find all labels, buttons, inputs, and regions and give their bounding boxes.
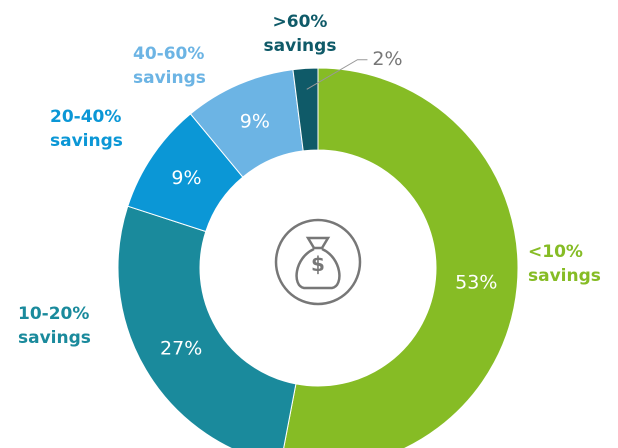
value-label: 9% [240,111,270,133]
value-label: 27% [160,337,202,359]
donut-segment [283,67,519,448]
value-label: 9% [171,167,201,189]
category-label: >60% savings [263,12,337,56]
category-label: <10% savings [528,242,601,286]
leader-line [306,59,368,90]
category-label: 10-20% savings [18,304,91,348]
money-bag-icon: $ [274,218,362,306]
category-label: 40-60% savings [133,44,206,88]
category-label: 20-40% savings [50,107,123,151]
donut-segment [117,205,297,448]
donut-segment [292,67,319,152]
value-label: 53% [455,271,497,293]
value-label: 2% [372,48,402,70]
svg-text:$: $ [311,252,325,276]
